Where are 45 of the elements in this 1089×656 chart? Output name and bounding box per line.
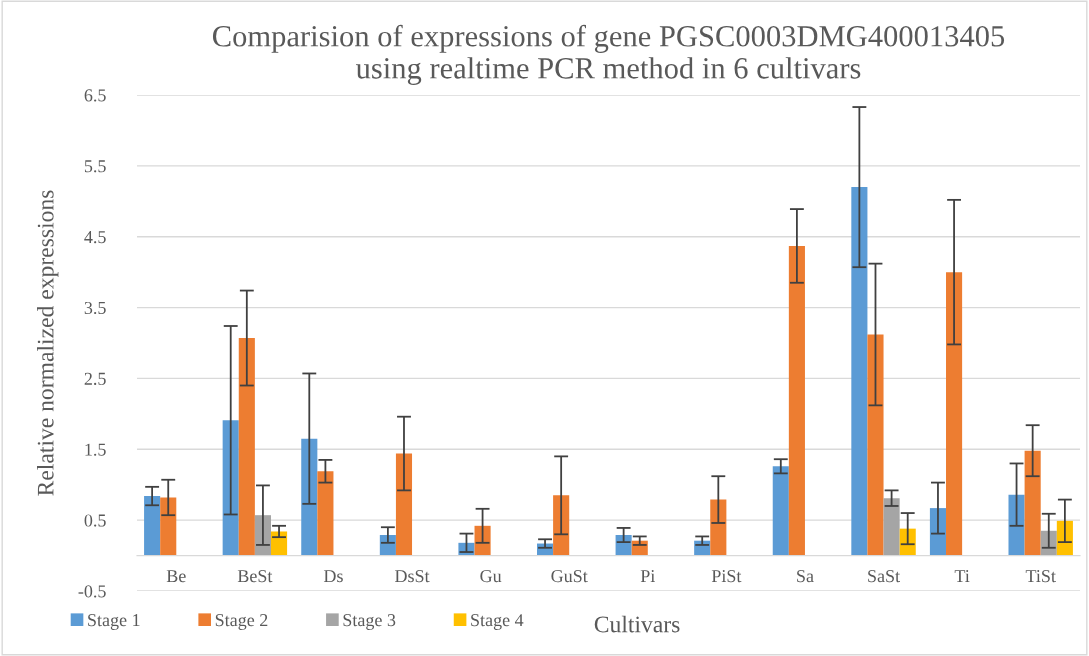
bar — [144, 496, 161, 556]
bar — [883, 498, 900, 556]
legend-label: Stage 3 — [343, 614, 396, 630]
y-axis-title: Relative normalized expressions — [37, 190, 59, 496]
bar — [222, 420, 239, 556]
x-tick-label: PiSt — [711, 570, 742, 583]
bar — [238, 338, 255, 556]
x-tick-label: Ti — [954, 570, 970, 582]
bar — [1008, 494, 1025, 556]
x-tick-label: SaSt — [868, 570, 900, 583]
bar — [867, 334, 884, 556]
bar — [788, 245, 805, 556]
x-tick-label: Ds — [323, 570, 343, 583]
y-tick-label: 0.5 — [84, 514, 106, 527]
x-tick-label: Sa — [797, 570, 814, 583]
bar — [160, 497, 177, 556]
x-tick-label: TiSt — [1025, 570, 1056, 583]
bar — [710, 499, 727, 556]
x-axis-title: Cultivars — [594, 615, 680, 633]
y-tick-label: 1.5 — [85, 443, 106, 456]
x-tick-label: Pi — [640, 570, 655, 582]
legend-label: Stage 4 — [471, 614, 524, 630]
bar — [395, 453, 413, 556]
x-tick-label: DsSt — [395, 570, 430, 583]
y-tick-label: 4.5 — [84, 231, 106, 244]
chart-title: Comparision of expressions of gene PGSC0003DMG400013405 using realtime PCR method in 6 cultivars — [212, 24, 1005, 85]
x-tick-label: BeSt — [237, 570, 273, 583]
bar — [1024, 450, 1041, 556]
legend-label: Stage 1 — [88, 614, 140, 630]
x-tick-label: GuSt — [551, 570, 588, 583]
bar — [851, 187, 868, 556]
y-tick-label: 6.5 — [84, 89, 106, 102]
x-tick-label: Be — [166, 570, 186, 583]
y-tick-label: -0.5 — [78, 585, 106, 598]
bar — [946, 272, 963, 556]
bar — [317, 471, 334, 556]
y-tick-label: 2.5 — [84, 372, 106, 385]
x-tick-label: Gu — [480, 570, 502, 583]
bar — [553, 495, 570, 556]
bar — [474, 525, 491, 556]
y-tick-label: 5.5 — [84, 160, 106, 173]
legend-label: Stage 2 — [215, 614, 268, 630]
y-tick-label: 3.5 — [84, 301, 106, 315]
bar — [772, 466, 789, 556]
bar — [301, 438, 318, 556]
